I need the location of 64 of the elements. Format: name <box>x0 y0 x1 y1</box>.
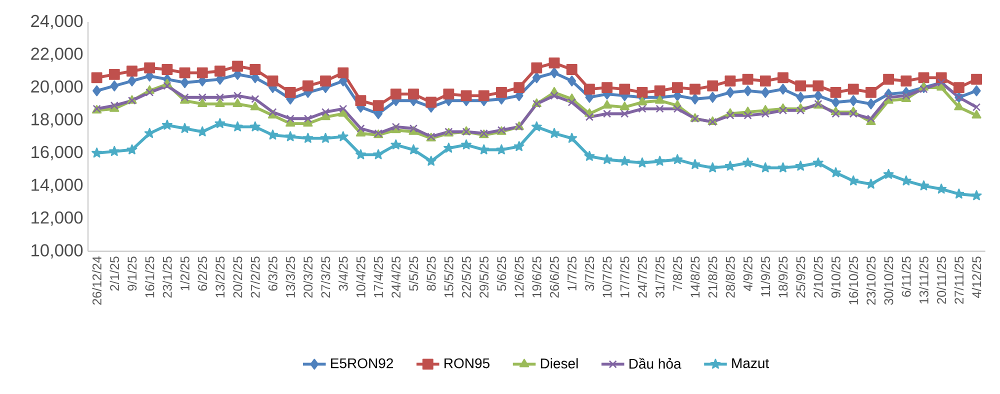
x-tick-label: 5/5/25 <box>408 256 418 291</box>
x-tick-label: 26/6/25 <box>550 256 559 298</box>
legend-label: Dầu hỏa <box>630 358 682 369</box>
x-tick-label: 28/8/25 <box>726 256 735 298</box>
y-tick-label: 22,000 <box>31 48 83 62</box>
x-tick-label: 1/2/25 <box>180 256 190 290</box>
x-tick-label: 27/3/25 <box>320 256 330 298</box>
x-tick-label: 30/10/25 <box>884 256 894 305</box>
x-tick-label: 26/12/24 <box>92 256 102 305</box>
x-tick-label: 4/12/25 <box>972 256 982 298</box>
x-tick-label: 6/3/25 <box>268 256 278 291</box>
x-tick-label: 25/9/25 <box>796 256 806 298</box>
x-tick-label: 24/7/25 <box>638 256 647 298</box>
y-tick-label: 18,000 <box>32 113 83 128</box>
x-tick-label: 6/2/25 <box>198 256 208 291</box>
y-tick-label: 14,000 <box>32 178 83 193</box>
x-tick-label: 10/4/25 <box>356 256 366 298</box>
x-tick-label: 22/5/25 <box>462 256 471 298</box>
x-tick-label: 2/1/25 <box>110 256 120 291</box>
x-tick-label: 27/11/25 <box>954 256 964 304</box>
x-tick-label: 7/8/25 <box>672 256 682 291</box>
x-tick-label: 17/7/25 <box>620 256 630 298</box>
x-tick-label: 24/4/25 <box>391 256 401 298</box>
x-tick-label: 20/3/25 <box>303 256 313 298</box>
x-tick-label: 16/10/25 <box>848 256 858 304</box>
legend-label: RON95 <box>444 358 490 368</box>
x-tick-label: 3/7/25 <box>584 256 594 291</box>
x-tick-label: 9/10/25 <box>831 256 840 298</box>
x-tick-label: 16/1/25 <box>144 256 154 298</box>
x-tick-label: 18/9/25 <box>778 256 788 298</box>
x-tick-label: 13/3/25 <box>286 256 295 298</box>
y-tick-label: 20,000 <box>31 80 83 95</box>
y-tick-label: 24,000 <box>31 14 83 30</box>
x-tick-label: 6/11/25 <box>902 256 911 297</box>
x-tick-label: 15/5/25 <box>444 256 454 298</box>
y-tick-label: 10,000 <box>32 244 83 258</box>
y-tick-label: 16,000 <box>32 146 83 160</box>
x-tick-label: 29/5/25 <box>479 256 489 298</box>
x-tick-label: 8/5/25 <box>426 256 436 291</box>
x-tick-label: 27/2/25 <box>250 256 260 298</box>
x-tick-label: 21/8/25 <box>708 256 718 298</box>
x-tick-label: 11/9/25 <box>760 256 770 296</box>
x-tick-label: 23/1/25 <box>162 256 172 298</box>
legend-label: Mazut <box>732 358 770 368</box>
x-tick-label: 20/11/25 <box>936 256 946 304</box>
x-tick-label: 12/6/25 <box>514 256 524 298</box>
x-tick-label: 23/10/25 <box>866 256 876 305</box>
x-tick-label: 20/2/25 <box>232 256 242 298</box>
x-tick-label: 10/7/25 <box>602 256 612 298</box>
x-tick-label: 3/4/25 <box>338 256 348 291</box>
x-tick-label: 14/8/25 <box>690 256 700 298</box>
y-tick-label: 12,000 <box>32 211 83 226</box>
x-tick-label: 1/7/25 <box>567 256 577 290</box>
x-tick-label: 19/6/25 <box>532 256 542 298</box>
x-tick-label: 13/11/25 <box>919 256 928 304</box>
x-tick-label: 13/2/25 <box>215 256 225 298</box>
legend-label: E5RON92 <box>331 358 393 368</box>
legend-label: Diesel <box>540 358 578 368</box>
x-tick-label: 17/4/25 <box>374 256 383 298</box>
x-tick-label: 31/7/25 <box>655 256 664 298</box>
x-tick-label: 5/6/25 <box>496 256 506 291</box>
x-tick-label: 4/9/25 <box>743 256 752 291</box>
x-tick-label: 9/1/25 <box>127 256 137 291</box>
x-tick-label: 2/10/25 <box>814 256 823 298</box>
